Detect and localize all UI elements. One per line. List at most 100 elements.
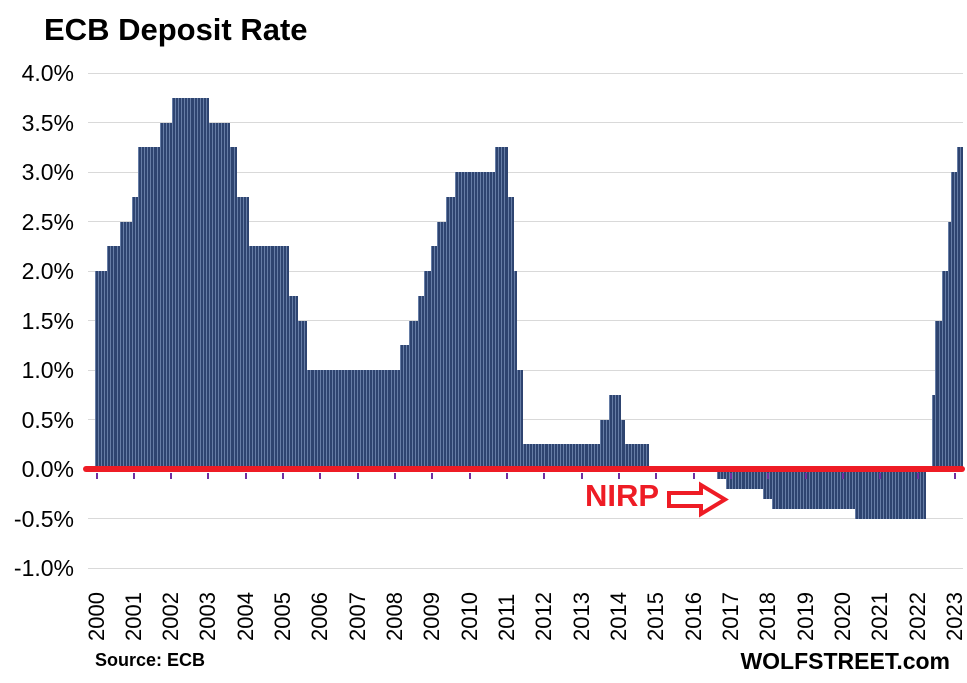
y-axis-label: 2.0% (21, 258, 74, 284)
gridline--1.0% (88, 567, 963, 569)
bar-month-22 (162, 122, 166, 469)
bar-month-76 (328, 370, 333, 469)
bar-month-167 (609, 394, 613, 469)
bar-month-63 (288, 295, 293, 469)
bar-month-178 (642, 444, 647, 469)
bar-month-82 (347, 370, 351, 469)
bar-month-166 (606, 419, 610, 469)
bar-month-41 (221, 122, 225, 469)
right-arrow-icon (667, 481, 729, 518)
bar-month-72 (316, 370, 320, 469)
y-axis-label: 0.0% (21, 456, 74, 482)
gridline-3.0% (88, 171, 963, 173)
bar-month-172 (624, 444, 628, 469)
bar-month-138 (519, 370, 523, 469)
x-axis-tick-2002 (170, 473, 173, 479)
x-axis-tick-2003 (207, 473, 210, 479)
bar-month-48 (242, 196, 246, 469)
bar-month-81 (344, 370, 348, 469)
bar-month-273 (935, 320, 939, 469)
gridline-2.0% (88, 270, 963, 272)
bar-month-176 (636, 444, 640, 469)
bar-month-126 (482, 172, 486, 469)
bar-month-88 (365, 370, 369, 469)
x-axis-tick-2019 (804, 473, 807, 479)
bar-month-28 (181, 97, 185, 469)
bar-month-61 (282, 246, 286, 469)
x-axis-tick-2008 (394, 473, 397, 479)
bar-month-68 (304, 320, 308, 469)
bar-month-246 (852, 469, 856, 509)
bar-month-256 (883, 469, 887, 519)
x-axis-label-2010: 2010 (456, 592, 482, 641)
bar-month-258 (889, 469, 893, 519)
bar-month-141 (529, 444, 533, 469)
bar-month-244 (846, 469, 850, 509)
bar-month-131 (498, 147, 502, 469)
bar-month-134 (507, 196, 511, 469)
x-axis-label-2022: 2022 (904, 592, 930, 641)
gridline-3.5% (88, 122, 963, 123)
bar-month-263 (904, 469, 908, 519)
y-axis-label: 3.0% (21, 159, 74, 185)
bar-month-169 (615, 394, 619, 469)
y-axis-label: -0.5% (13, 505, 74, 532)
bar-month-160 (587, 444, 591, 469)
bar-month-170 (618, 394, 622, 469)
bar-month-171 (621, 419, 625, 469)
bar-month-174 (630, 444, 634, 469)
bar-month-73 (319, 370, 323, 469)
x-axis-label-2015: 2015 (643, 592, 669, 641)
bar-month-243 (843, 469, 847, 509)
bar-month-239 (830, 469, 834, 509)
bar-month-17 (147, 147, 151, 469)
bar-month-62 (285, 246, 289, 469)
bar-month-251 (867, 469, 871, 519)
bar-month-148 (550, 444, 554, 469)
bar-month-74 (322, 370, 326, 469)
x-axis-label-2018: 2018 (755, 592, 781, 641)
bar-month-158 (581, 444, 585, 469)
bar-month-128 (489, 172, 493, 469)
bar-month-153 (566, 444, 570, 469)
bar-month-123 (473, 172, 477, 469)
bar-month-33 (196, 97, 200, 469)
bar-month-24 (168, 122, 172, 469)
x-axis-label-2006: 2006 (307, 592, 333, 641)
bar-month-253 (873, 469, 877, 519)
bar-month-221 (775, 469, 779, 509)
bar-month-207 (732, 469, 736, 489)
bar-month-236 (821, 469, 825, 509)
bar-month-278 (950, 172, 954, 469)
gridline-1.0% (88, 369, 963, 371)
bar-month-231 (806, 469, 810, 509)
bar-month-205 (726, 469, 730, 489)
x-axis-label-2009: 2009 (419, 592, 445, 641)
bar-month-10 (125, 221, 129, 469)
bar-month-54 (261, 246, 265, 469)
bar-month-104 (415, 320, 419, 469)
bar-month-89 (368, 370, 373, 469)
bar-month-225 (787, 469, 791, 509)
bar-month-212 (747, 469, 751, 489)
bar-month-277 (947, 221, 951, 469)
bar-month-59 (276, 246, 280, 469)
bar-month-209 (738, 469, 742, 489)
bar-month-15 (141, 147, 145, 469)
bar-month-115 (449, 196, 453, 469)
bar-month-177 (639, 444, 643, 469)
bar-month-114 (445, 196, 450, 469)
bar-month-90 (372, 370, 376, 469)
x-axis-label-2002: 2002 (158, 592, 184, 641)
bar-month-255 (880, 469, 884, 519)
x-axis-label-2007: 2007 (344, 592, 370, 641)
bar-month-257 (886, 469, 890, 519)
bar-month-86 (359, 370, 363, 469)
bar-month-230 (803, 469, 807, 509)
bar-month-99 (399, 345, 403, 469)
x-axis-tick-2022 (916, 473, 919, 479)
bar-month-266 (913, 469, 917, 519)
x-axis-tick-2011 (506, 473, 509, 479)
bar-month-67 (301, 320, 305, 469)
bar-month-32 (193, 97, 197, 469)
